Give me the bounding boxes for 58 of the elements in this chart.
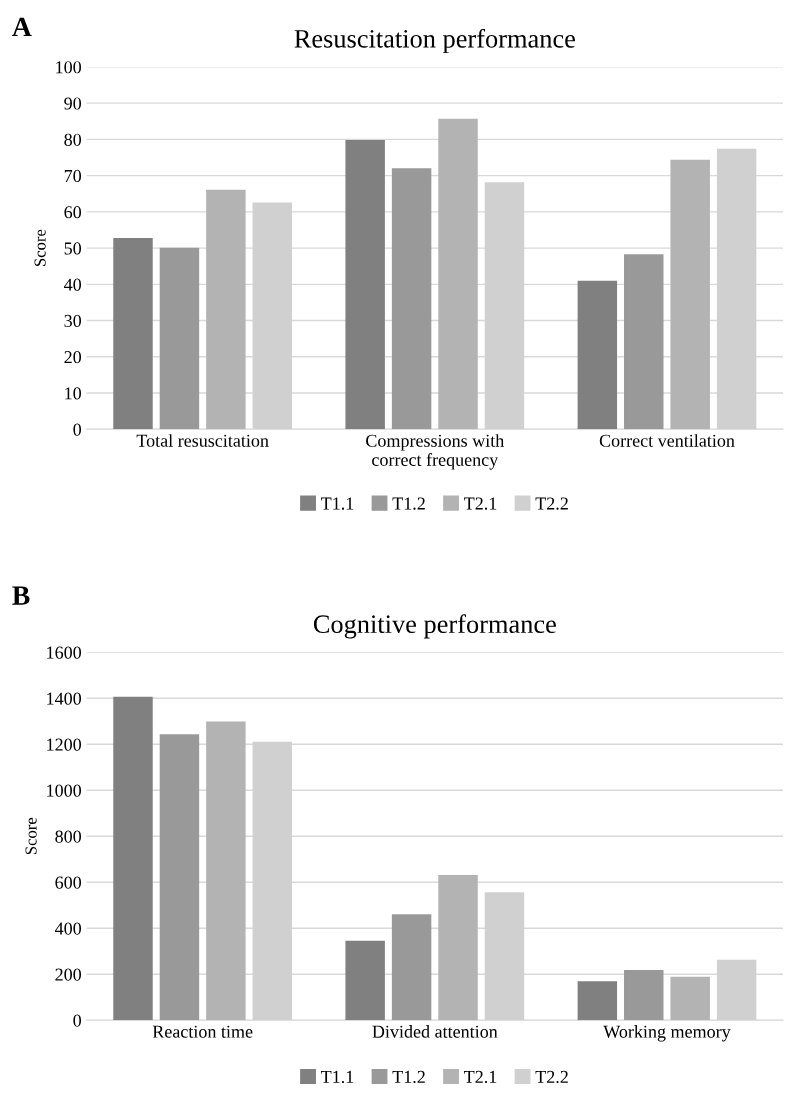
y-tick-label: 20 [64,351,82,364]
bar [159,247,200,430]
text: A [12,17,32,36]
x-tick-label: Correct ventilation [599,434,735,447]
bar [624,970,664,1021]
legend-label: T1.1 [321,1070,354,1084]
y-tick-label: 50 [64,242,82,255]
y-tick-label: 10 [65,387,82,400]
legend-label: T1.2 [392,1070,425,1084]
x-tick-label: Divided attention [372,1025,498,1038]
y-axis-title: Score [25,817,37,855]
x-tick-label: Total resuscitation [136,434,269,447]
legend-label: T2.2 [535,497,568,510]
bar [391,914,432,1021]
y-tick-label: 80 [64,133,82,146]
y-tick-label: 0 [73,423,82,436]
y-tick-label: 600 [55,876,82,889]
bar [670,159,710,430]
bar [206,189,246,430]
x-tick-label: Reaction time [152,1025,253,1038]
chart-title: Cognitive performance [313,614,556,639]
y-tick-label: 1200 [47,738,82,751]
bar [577,981,618,1021]
chart-title: Resuscitation performance [294,28,575,54]
y-tick-label: 1600 [47,646,82,659]
x-tick-label: Working memory [603,1025,731,1042]
bar [113,696,153,1021]
legend-label: T2.2 [535,1070,568,1084]
y-tick-label: 1400 [47,692,82,705]
bar [391,168,432,430]
legend-label: T2.1 [464,497,497,510]
legend-label: T2.1 [464,1070,497,1084]
y-tick-label: 0 [73,1014,82,1027]
legend-label: T1.2 [392,497,425,510]
legend-label: T1.1 [321,497,354,510]
bar [345,140,385,430]
bar [670,976,710,1021]
bar [577,280,618,430]
bar [113,237,153,430]
y-tick-label: 800 [55,830,82,843]
y-tick-label: 200 [55,968,82,981]
bar [345,940,385,1021]
bar [438,875,478,1021]
y-tick-label: 1000 [47,784,82,797]
bar [438,118,478,430]
y-tick-label: 70 [64,169,82,183]
y-tick-label: 60 [64,206,82,219]
y-tick-label: 90 [64,97,82,110]
bar [206,721,246,1021]
y-tick-label: 30 [64,314,82,327]
y-tick-label: 400 [54,922,82,935]
x-tick-label: Compressions with correct frequency [366,434,505,470]
bar [624,254,664,430]
y-tick-label: 100 [56,61,82,74]
y-tick-label: 40 [64,278,82,291]
y-axis-title: Score [34,229,46,266]
bar [159,734,200,1021]
text: B [12,586,30,605]
